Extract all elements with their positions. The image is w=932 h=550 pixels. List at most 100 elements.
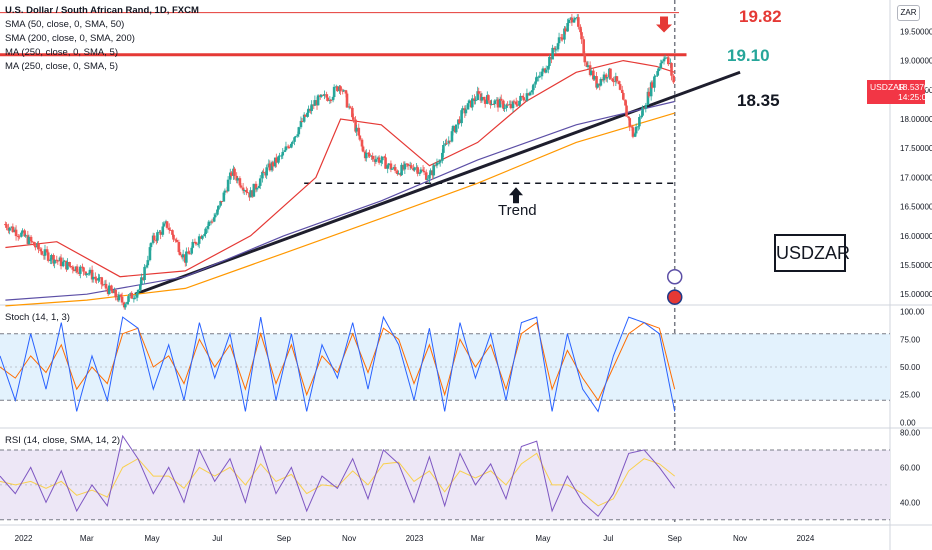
candle-body [554, 49, 558, 51]
candle-body [588, 65, 592, 75]
rsi-ma-line [0, 452, 676, 507]
candle-body [505, 104, 508, 108]
candle-body [206, 226, 210, 229]
chart-title: U.S. Dollar / South African Rand, 1D, FX… [5, 5, 199, 16]
candle-body [255, 188, 259, 190]
candle-body [287, 146, 291, 148]
candle-body [419, 169, 423, 173]
currency-tag[interactable]: ZAR [897, 5, 920, 21]
candle-body [609, 68, 612, 79]
candle-body [445, 143, 448, 145]
candle-body [97, 277, 100, 281]
candle-body [24, 235, 28, 237]
candle-body [548, 56, 551, 66]
candle-body [249, 190, 252, 198]
candle-body [94, 276, 97, 279]
candle-body [454, 124, 458, 133]
candle-body [416, 167, 419, 174]
candle-body [451, 126, 455, 132]
candle-body [637, 126, 640, 128]
candle-body [448, 140, 452, 142]
candle-body [586, 65, 590, 68]
candle-body [45, 249, 49, 253]
candle-body [313, 100, 317, 106]
candle-body [275, 157, 278, 163]
candle-body [633, 133, 637, 137]
candle-body [647, 91, 651, 97]
candle-body [354, 119, 357, 132]
candle-body [310, 104, 313, 111]
candle-body [178, 252, 182, 256]
candle-body [371, 155, 375, 160]
rsi-line [0, 434, 676, 518]
candle-body [236, 178, 240, 181]
candle-body [489, 100, 492, 105]
price-badge-countdown: 14:25:06 [898, 92, 932, 102]
candle-body [384, 157, 387, 169]
pair-label-box: USDZAR [774, 234, 850, 272]
candle-body [323, 94, 326, 96]
candle-body [585, 62, 589, 68]
indicator-ma250-a[interactable]: MA (250, close, 0, SMA, 5) [5, 47, 118, 58]
sma50-line [5, 59, 675, 278]
candle-body [596, 83, 599, 88]
candle-body [461, 108, 464, 111]
candle-body [43, 249, 47, 256]
candle-body [216, 209, 219, 215]
candle-body [100, 277, 104, 285]
candle-body [104, 283, 108, 289]
candle-body [168, 229, 172, 231]
x-tick-label: 2024 [796, 534, 814, 543]
candle-body [477, 91, 481, 94]
stoch-y-tick: 50.00 [900, 363, 921, 372]
candle-body [212, 217, 216, 222]
candle-body [424, 172, 428, 180]
x-tick-label: Nov [733, 534, 747, 543]
main-y-tick: 19.50000 [900, 27, 932, 36]
candle-body [627, 116, 630, 119]
candle-body [577, 17, 580, 27]
candle-body [17, 236, 21, 238]
candle-body [293, 137, 296, 142]
main-y-tick: 15.50000 [900, 261, 932, 270]
candle-body [326, 97, 330, 101]
candle-body [579, 26, 582, 33]
candle-body [46, 252, 50, 261]
candle-body [213, 214, 217, 218]
candle-body [39, 249, 42, 252]
x-tick-label: May [535, 534, 550, 543]
indicator-sma50[interactable]: SMA (50, close, 0, SMA, 50) [5, 19, 125, 30]
candle-body [306, 112, 309, 117]
candle-body [515, 104, 519, 106]
candle-body [471, 98, 474, 108]
candle-body [88, 269, 92, 274]
candle-body [261, 171, 264, 179]
candle-body [140, 277, 143, 285]
candle-body [595, 76, 598, 88]
candle-body [11, 226, 15, 233]
candle-body [286, 146, 290, 148]
candle-body [514, 101, 518, 105]
candle-body [95, 278, 98, 281]
indicator-sma200[interactable]: SMA (200, close, 0, SMA, 200) [5, 33, 135, 44]
candle-body [87, 273, 91, 275]
candle-body [358, 135, 362, 140]
indicator-ma250-b[interactable]: MA (250, close, 0, SMA, 5) [5, 61, 118, 72]
candle-body [49, 259, 52, 261]
candle-body [464, 109, 468, 114]
candle-body [593, 76, 596, 80]
candle-body [557, 37, 561, 44]
candle-body [476, 91, 479, 101]
candle-body [397, 173, 400, 175]
candle-body [207, 221, 211, 227]
candle-body [364, 152, 368, 159]
candle-body [241, 187, 245, 191]
candle-body [650, 82, 654, 88]
candle-body [204, 228, 207, 235]
candle-body [534, 81, 537, 85]
candle-body [428, 174, 431, 179]
candle-body [467, 100, 471, 104]
candle-body [572, 19, 576, 23]
candle-body [190, 247, 194, 254]
